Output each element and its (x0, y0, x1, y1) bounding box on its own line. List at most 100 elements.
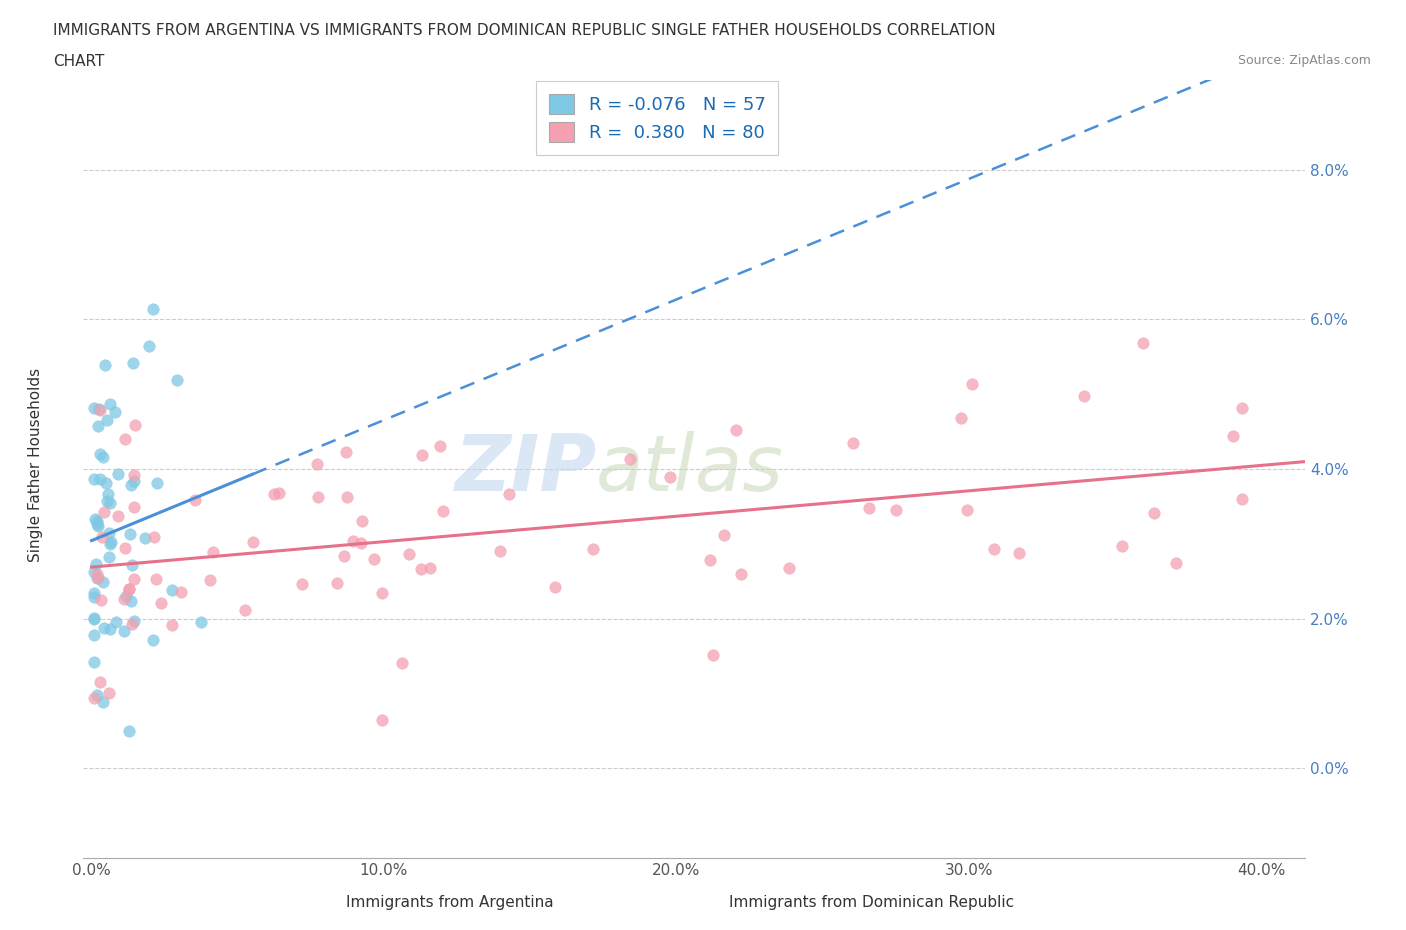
Text: Immigrants from Dominican Republic: Immigrants from Dominican Republic (730, 895, 1014, 910)
Point (121, 617, 143, 631)
Point (730, 567, 752, 582)
Point (86, 566, 108, 581)
Point (184, 492, 207, 507)
Point (120, 527, 142, 542)
Point (124, 418, 146, 432)
Point (949, 410, 972, 425)
Point (142, 632, 165, 647)
Point (419, 561, 441, 576)
Point (370, 586, 392, 601)
Point (1143, 506, 1166, 521)
Point (263, 487, 285, 502)
Point (333, 549, 356, 564)
Point (104, 405, 127, 419)
Text: CHART: CHART (53, 54, 105, 69)
Point (956, 502, 979, 517)
Legend: R = -0.076   N = 57, R =  0.380   N = 80: R = -0.076 N = 57, R = 0.380 N = 80 (536, 81, 778, 154)
Point (93, 505, 115, 520)
Point (391, 655, 413, 670)
Point (117, 581, 139, 596)
Point (83, 628, 105, 643)
Point (91, 695, 114, 710)
Point (94, 358, 117, 373)
Point (89, 675, 111, 690)
Point (291, 577, 314, 591)
Point (118, 724, 141, 738)
Point (200, 572, 222, 587)
Point (235, 603, 257, 618)
Point (581, 542, 603, 557)
Point (98, 396, 121, 411)
Point (83, 565, 105, 579)
Point (699, 552, 721, 567)
Point (146, 475, 169, 490)
Point (83, 472, 105, 486)
Text: Source: ZipAtlas.com: Source: ZipAtlas.com (1237, 54, 1371, 67)
Point (725, 423, 748, 438)
Point (98, 550, 121, 565)
Point (713, 527, 735, 542)
Point (498, 486, 520, 501)
Point (659, 469, 682, 484)
Point (858, 500, 880, 515)
Point (83, 590, 105, 604)
Point (170, 585, 193, 600)
Point (87, 401, 110, 416)
Text: IMMIGRANTS FROM ARGENTINA VS IMMIGRANTS FROM DOMINICAN REPUBLIC SINGLE FATHER HO: IMMIGRANTS FROM ARGENTINA VS IMMIGRANTS … (53, 23, 995, 38)
Point (242, 535, 264, 550)
Point (104, 615, 127, 630)
Point (84, 556, 107, 571)
Point (107, 509, 129, 524)
Text: ZIP: ZIP (454, 431, 596, 507)
Point (93, 620, 115, 635)
Point (107, 467, 129, 482)
Point (429, 438, 451, 453)
Point (884, 503, 907, 518)
Point (122, 572, 145, 587)
Point (100, 535, 122, 550)
Point (1132, 335, 1154, 350)
Point (1230, 401, 1253, 416)
Point (1073, 388, 1095, 403)
Point (90, 529, 112, 544)
Point (352, 513, 374, 528)
Point (96, 476, 118, 491)
Point (1008, 545, 1031, 560)
Point (96, 486, 118, 501)
Point (307, 457, 329, 472)
Point (98, 686, 121, 701)
Point (91, 575, 114, 590)
Point (145, 572, 167, 587)
Point (411, 447, 433, 462)
Point (1232, 491, 1254, 506)
Point (342, 533, 364, 548)
Point (91, 450, 114, 465)
Point (619, 451, 641, 466)
Point (86, 516, 108, 531)
Point (190, 615, 212, 630)
Point (983, 541, 1005, 556)
Point (325, 576, 347, 591)
Point (86, 571, 108, 586)
Point (138, 339, 160, 353)
Point (350, 536, 373, 551)
Point (489, 543, 512, 558)
Point (122, 499, 145, 514)
Point (86, 687, 108, 702)
Point (134, 530, 156, 545)
Point (122, 473, 145, 488)
Point (202, 544, 225, 559)
Point (112, 623, 135, 638)
Point (87, 418, 110, 433)
Point (842, 435, 865, 450)
Point (114, 432, 136, 446)
Point (100, 622, 122, 637)
Point (90, 592, 112, 607)
Point (122, 468, 145, 483)
Point (363, 551, 385, 566)
Point (307, 489, 329, 504)
Point (269, 485, 291, 500)
Point (1111, 538, 1133, 553)
Point (122, 613, 145, 628)
Point (544, 579, 567, 594)
